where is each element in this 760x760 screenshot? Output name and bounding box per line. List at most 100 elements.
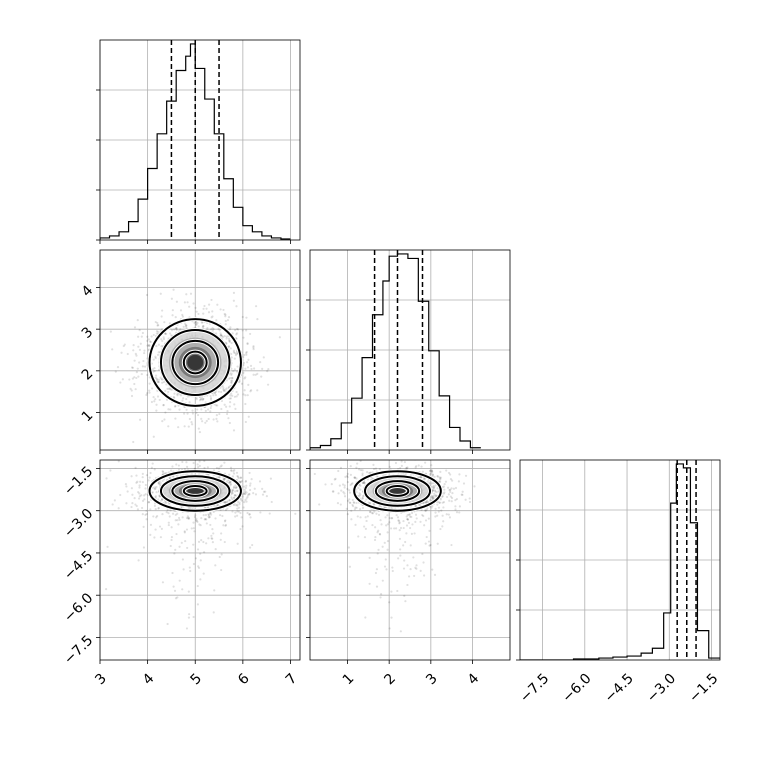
sample-point [179,309,183,312]
sample-point [205,522,208,525]
sample-point [378,532,381,536]
sample-point [237,506,241,509]
sample-point [442,506,445,509]
sample-point [171,309,174,312]
sample-point [146,344,149,347]
sample-point [224,319,227,323]
sample-point [153,504,157,507]
sample-point [422,514,425,518]
sample-point [368,472,371,475]
sample-point [337,492,340,495]
sample-point [142,525,145,529]
sample-point [236,365,239,368]
sample-point [223,461,226,464]
sample-point [165,511,168,514]
sample-point [396,589,399,593]
sample-point [403,559,406,562]
sample-point [186,301,189,304]
sample-point [423,574,426,577]
sample-point [232,485,236,488]
sample-point [468,497,471,500]
sample-point [217,475,221,479]
sample-point [159,376,162,379]
sample-point [353,476,356,479]
sample-point [379,596,382,599]
sample-point [450,543,453,547]
sample-point [341,483,345,486]
sample-point [448,488,451,492]
sample-point [235,327,239,331]
sample-point [159,483,162,486]
sample-point [348,501,351,504]
sample-point [447,493,450,496]
sample-point [220,407,223,411]
sample-point [454,505,457,508]
sample-point [424,519,428,522]
sample-point [223,335,226,338]
sample-point [450,500,453,503]
sample-point [244,376,247,379]
sample-point [157,482,160,485]
sample-point [236,503,239,506]
x-tick-label: −3.0 [644,671,679,706]
sample-point [210,328,213,331]
sample-point [409,544,412,547]
sample-point [172,395,175,399]
sample-point [196,463,199,466]
sample-point [231,510,234,513]
sample-point [225,335,228,338]
sample-point [350,482,353,486]
sample-point [207,515,210,518]
sample-point [359,460,362,462]
sample-point [397,557,400,560]
contour-line [171,480,220,502]
sample-point [399,630,402,633]
sample-point [436,475,439,478]
sample-point [230,373,233,376]
sample-point [239,452,241,454]
sample-point [154,376,158,379]
sample-point [228,480,232,484]
sample-point [202,397,205,401]
sample-point [153,486,156,489]
sample-point [197,312,200,316]
sample-point [161,470,164,473]
sample-point [248,471,251,475]
sample-point [136,508,140,511]
sample-point [225,412,229,416]
sample-point [197,566,201,569]
sample-point [432,488,435,491]
sample-point [384,516,387,519]
histogram-steps [520,463,720,660]
sample-point [145,474,148,477]
sample-point [147,338,150,341]
sample-point [186,515,189,518]
sample-point [442,520,445,523]
sample-point [246,495,249,499]
sample-point [200,321,203,324]
sample-point [136,367,139,370]
sample-point [464,498,467,501]
sample-point [232,370,235,373]
sample-point [182,397,185,400]
sample-point [431,497,435,500]
sample-point [431,470,434,474]
contour-line [374,480,421,502]
sample-point [356,515,359,518]
sample-point [254,493,258,496]
sample-point [219,308,222,311]
sample-point [173,392,176,395]
sample-point [340,489,343,492]
sample-point [427,540,431,543]
sample-point [230,372,233,375]
sample-point [166,622,169,626]
sample-point [426,480,429,483]
sample-point [231,379,234,382]
sample-point [154,398,157,401]
sample-point [397,519,400,522]
sample-point [185,408,188,411]
sample-point [248,513,251,516]
sample-point [171,314,174,317]
sample-point [262,490,266,493]
sample-point [236,489,239,492]
